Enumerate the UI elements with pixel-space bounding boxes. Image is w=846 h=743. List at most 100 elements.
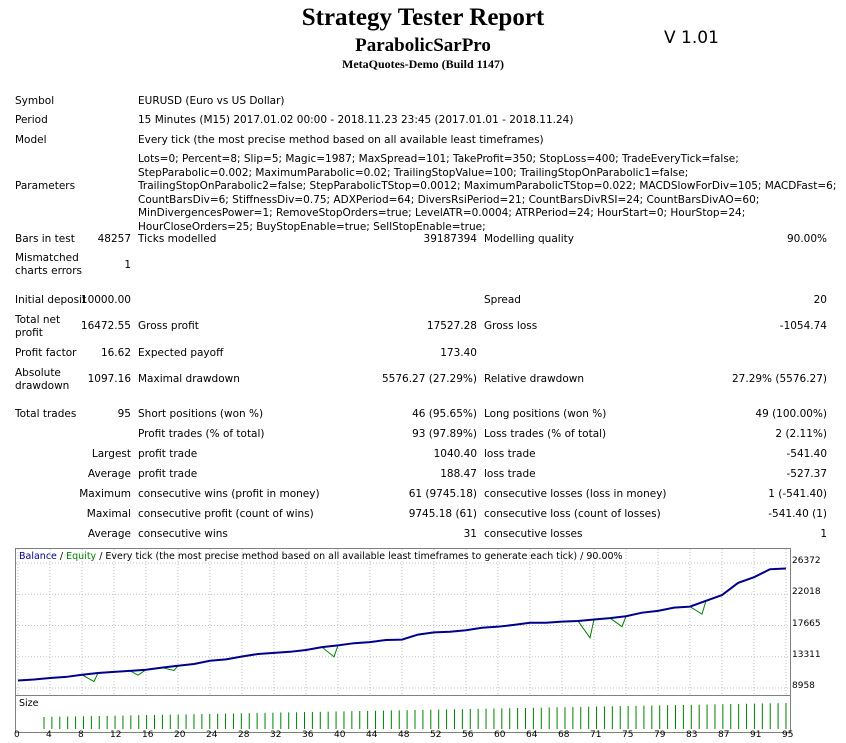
x-tick-label: 0 <box>14 730 20 740</box>
max-wins-value: 61 (9745.18) <box>408 488 477 500</box>
maximal-profit-value: 9745.18 (61) <box>408 508 477 520</box>
y-tick-label: 22018 <box>792 587 821 598</box>
profit-trades-label: Profit trades (% of total) <box>138 428 265 440</box>
chart-legend: Balance / Equity / Every tick (the most … <box>19 551 623 562</box>
x-tick-label: 87 <box>718 730 730 740</box>
ticks-label: Ticks modelled <box>138 233 217 245</box>
x-tick-label: 91 <box>750 730 762 740</box>
y-tick-label: 8958 <box>792 681 815 691</box>
spread-value: 20 <box>813 294 827 306</box>
legend-equity: Equity <box>66 551 97 562</box>
report-title: Strategy Tester Report <box>301 4 545 31</box>
maximal-label: Maximal <box>86 508 131 520</box>
parameters-label: Parameters <box>15 180 76 192</box>
average-profit-label: profit trade <box>138 468 198 480</box>
quality-value: 90.00% <box>786 233 827 245</box>
server-name: MetaQuotes-Demo (Build 1147) <box>342 57 504 71</box>
netprofit-label-line2: profit <box>15 327 43 339</box>
y-tick-label: 17665 <box>792 618 821 629</box>
trades-label: Total trades <box>15 408 77 420</box>
maximal-loss-value: -541.40 (1) <box>768 508 827 520</box>
loss-trades-label: Loss trades (% of total) <box>484 428 607 440</box>
avg-losses-label: consecutive losses <box>484 528 583 540</box>
legend-description: / Every tick (the most precise method ba… <box>96 551 623 562</box>
absdd-label: Absolute <box>15 367 61 379</box>
bars-label: Bars in test <box>15 233 75 245</box>
x-tick-label: 48 <box>398 730 410 740</box>
netprofit-value: 16472.55 <box>80 320 131 332</box>
payoff-value: 173.40 <box>440 347 477 359</box>
grossloss-label: Gross loss <box>484 320 538 332</box>
symbol-value: EURUSD (Euro vs US Dollar) <box>138 95 285 107</box>
max-losses-value: 1 (-541.40) <box>768 488 827 500</box>
pf-value: 16.62 <box>100 347 131 359</box>
parameters-value: Lots=0; Percent=8; Slip=5; Magic=1987; M… <box>138 153 837 233</box>
maximal-loss-label: consecutive loss (count of losses) <box>484 508 661 520</box>
maxdd-value: 5576.27 (27.29%) <box>382 373 477 385</box>
x-tick-label: 8 <box>78 730 84 740</box>
ticks-value: 39187394 <box>423 233 477 245</box>
maxdd-label: Maximal drawdown <box>138 373 240 385</box>
x-tick-label: 44 <box>366 730 378 740</box>
short-value: 46 (95.65%) <box>412 408 477 420</box>
x-tick-label: 28 <box>238 730 250 740</box>
avg-losses-value: 1 <box>820 528 827 540</box>
model-value: Every tick (the most precise method base… <box>138 134 544 146</box>
maximum-label: Maximum <box>79 488 131 500</box>
largest-label: Largest <box>91 448 131 460</box>
absdd-label-line2: drawdown <box>15 380 70 392</box>
deposit-label: Initial deposit <box>15 294 87 306</box>
netprofit-label: Total net <box>15 314 61 326</box>
largest-profit-label: profit trade <box>138 448 198 460</box>
trades-value: 95 <box>117 408 131 420</box>
max-wins-label: consecutive wins (profit in money) <box>138 488 320 500</box>
x-tick-label: 71 <box>590 730 602 740</box>
x-tick-label: 95 <box>782 730 794 740</box>
avg-wins-value: 31 <box>463 528 477 540</box>
balance-chart: Balance / Equity / Every tick (the most … <box>15 548 791 733</box>
x-tick-label: 24 <box>206 730 218 740</box>
largest-profit-value: 1040.40 <box>433 448 477 460</box>
mismatch-label: Mismatched <box>15 252 79 264</box>
loss-trades-value: 2 (2.11%) <box>775 428 827 440</box>
long-label: Long positions (won %) <box>484 408 607 420</box>
x-tick-label: 83 <box>686 730 698 740</box>
spread-label: Spread <box>484 294 521 306</box>
quality-label: Modelling quality <box>484 233 574 245</box>
mismatch-label-line2: charts errors <box>15 265 82 277</box>
size-bars <box>43 703 787 729</box>
model-label: Model <box>15 134 47 146</box>
average-loss-label: loss trade <box>484 468 536 480</box>
size-label: Size <box>19 698 39 709</box>
largest-loss-value: -541.40 <box>786 448 827 460</box>
deposit-value: 10000.00 <box>80 294 131 306</box>
largest-loss-label: loss trade <box>484 448 536 460</box>
x-tick-label: 36 <box>302 730 314 740</box>
balance-line <box>17 567 787 682</box>
x-tick-label: 20 <box>174 730 186 740</box>
y-tick-label: 13311 <box>792 649 821 660</box>
y-tick-label: 26372 <box>792 556 821 566</box>
expert-name: ParabolicSarPro <box>355 35 491 56</box>
average-loss-value: -527.37 <box>786 468 827 480</box>
payoff-label: Expected payoff <box>138 347 224 359</box>
bars-value: 48257 <box>97 233 131 245</box>
pf-label: Profit factor <box>15 347 77 359</box>
version-label: V 1.01 <box>664 28 719 48</box>
x-tick-label: 4 <box>46 730 52 740</box>
reldd-value: 27.29% (5576.27) <box>732 373 827 385</box>
chart-grid <box>16 549 790 695</box>
max-losses-label: consecutive losses (loss in money) <box>484 488 667 500</box>
maximal-profit-label: consecutive profit (count of wins) <box>138 508 314 520</box>
x-tick-label: 60 <box>494 730 506 740</box>
x-tick-label: 52 <box>430 730 442 740</box>
symbol-label: Symbol <box>15 95 55 107</box>
x-tick-label: 68 <box>558 730 570 740</box>
avg-consec-label: Average <box>87 528 131 540</box>
legend-separator: / <box>56 551 67 562</box>
grossprofit-value: 17527.28 <box>426 320 477 332</box>
average-profit-value: 188.47 <box>440 468 477 480</box>
x-tick-label: 75 <box>622 730 634 740</box>
long-value: 49 (100.00%) <box>755 408 827 420</box>
grossprofit-label: Gross profit <box>138 320 199 332</box>
